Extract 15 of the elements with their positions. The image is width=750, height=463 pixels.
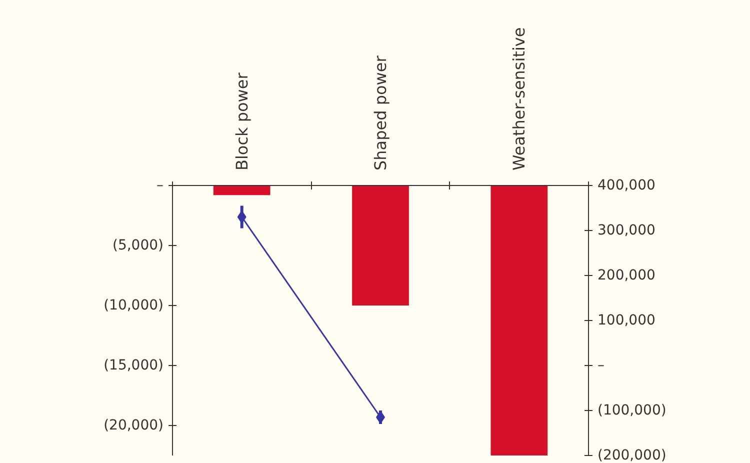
y-tick-label: (15,000) — [104, 358, 164, 374]
x-tick-label: Shaped power — [371, 55, 390, 170]
y2-tick-label: (100,000) — [598, 402, 666, 418]
y2-tick-label: 100,000 — [598, 312, 656, 328]
y-tick-label: (10,000) — [104, 298, 164, 314]
x-tick-label: Block power — [232, 72, 252, 170]
y2-tick-label: 300,000 — [598, 222, 656, 238]
y-tick-label: (5,000) — [112, 238, 164, 254]
y2-tick-label: (200,000) — [598, 448, 666, 463]
y-tick-label: – — [156, 178, 164, 194]
y2-tick-label: 400,000 — [598, 178, 656, 194]
y2-tick-label: 200,000 — [598, 268, 656, 284]
x-tick-label: Weather-sensitive — [510, 27, 529, 170]
y2-tick-label: – — [598, 358, 604, 374]
y-tick-label: (20,000) — [104, 418, 164, 434]
